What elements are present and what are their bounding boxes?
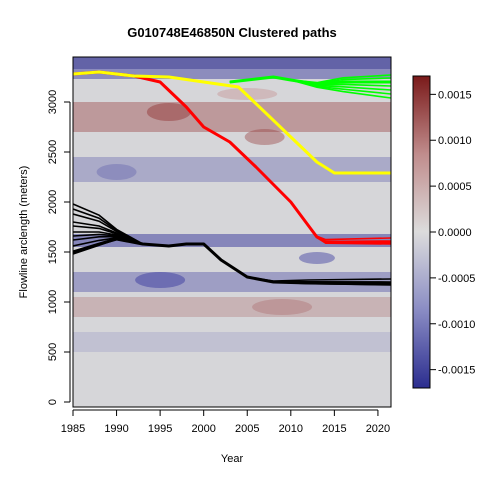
heatmap-patch [97,164,137,180]
heatmap-patch [135,272,185,288]
x-tick-label: 2020 [366,423,390,435]
y-tick-label: 1000 [47,290,59,314]
y-tick-label: 0 [47,399,59,405]
colorbar-tick-label: 0.0000 [438,227,472,239]
x-tick-label: 1995 [148,423,172,435]
x-tick-label: 2005 [235,423,259,435]
x-tick-label: 2015 [322,423,346,435]
heatmap-patch [252,299,312,315]
colorbar-tick-label: -0.0005 [438,273,475,285]
x-tick-label: 2000 [191,423,215,435]
x-axis: 1985 1990 1995 2000 2005 2010 2015 2020 [61,410,390,435]
heatmap-band [73,332,391,352]
heatmap-patch [299,252,335,264]
y-tick-label: 1500 [47,240,59,264]
heatmap-band [73,57,391,69]
x-axis-label: Year [221,453,244,465]
heatmap-band [73,297,391,317]
y-tick-label: 3000 [47,90,59,114]
x-tick-label: 1990 [104,423,128,435]
colorbar-tick-label: 0.0005 [438,181,472,193]
heatmap-patch [245,129,285,145]
y-tick-label: 2500 [47,140,59,164]
y-axis-label: Flowline arclength (meters) [18,166,30,299]
heatmap-band [73,102,391,132]
colorbar-axis: 0.0015 0.0010 0.0005 0.0000 -0.0005 -0.0010 -0… [430,89,475,376]
colorbar-tick-label: 0.0010 [438,135,472,147]
y-tick-label: 500 [47,343,59,361]
chart-title: G010748E46850N Clustered paths [127,25,337,40]
colorbar-tick-label: 0.0015 [438,89,472,101]
x-tick-label: 1985 [61,423,85,435]
colorbar [413,76,430,388]
y-axis: 0 500 1000 1500 2000 2500 3000 [47,90,70,405]
colorbar-tick-label: -0.0010 [438,319,475,331]
y-tick-label: 2000 [47,190,59,214]
colorbar-tick-label: -0.0015 [438,365,475,377]
x-tick-label: 2010 [279,423,303,435]
